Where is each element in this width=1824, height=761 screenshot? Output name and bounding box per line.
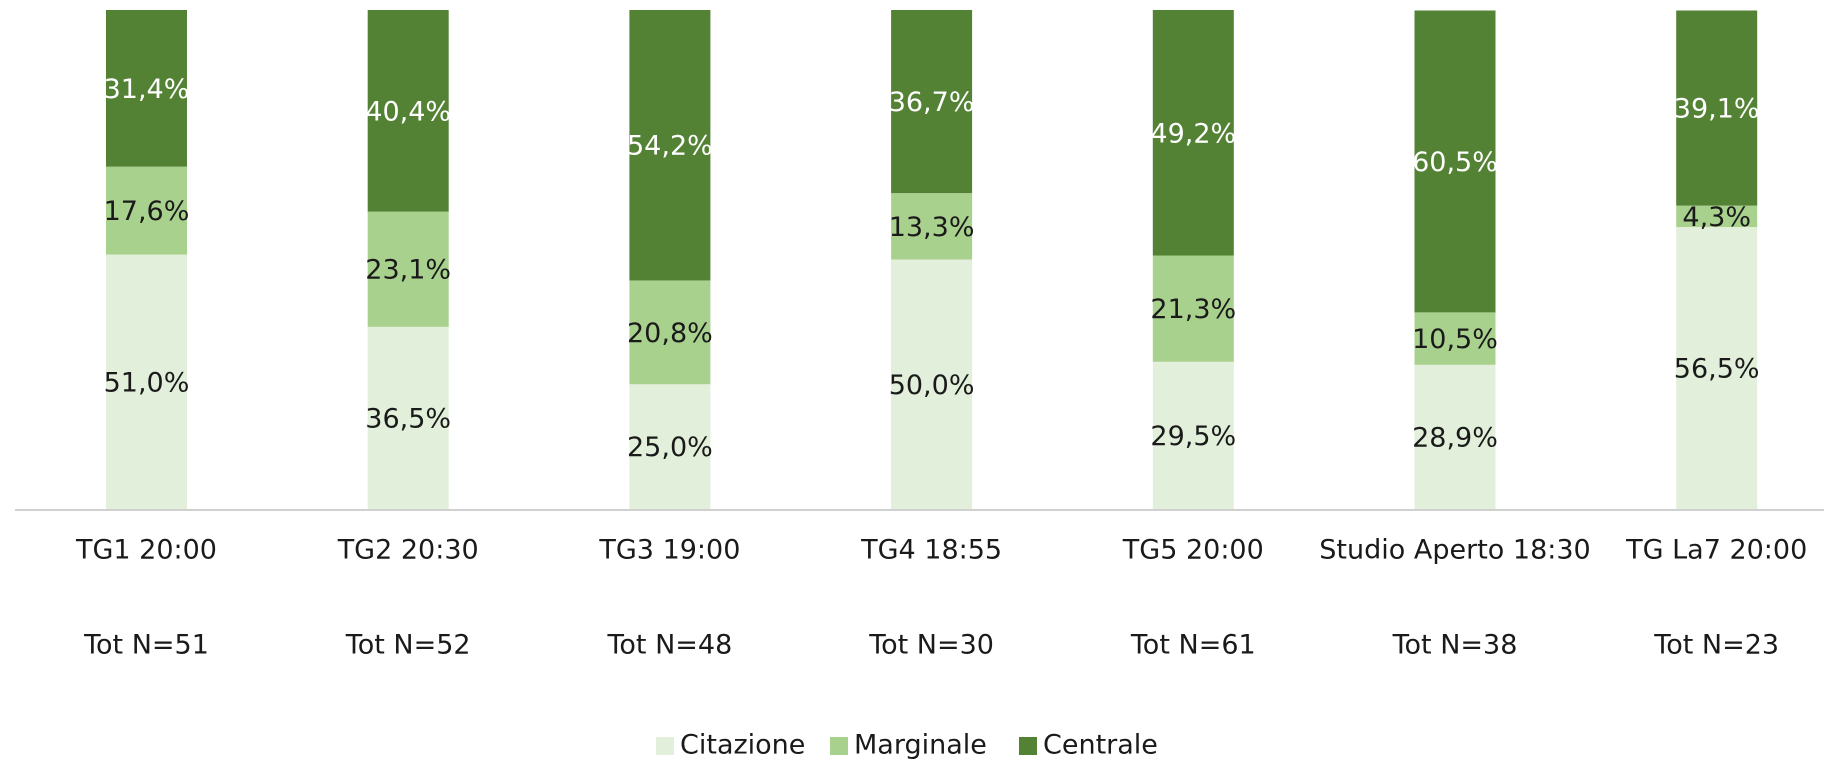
bar-segment <box>629 384 711 509</box>
data-label: 50,0% <box>889 370 975 401</box>
bar-segment <box>629 10 711 281</box>
legend-label: Marginale <box>854 730 987 761</box>
bar-segment <box>1152 361 1234 509</box>
x-tick-label: TG2 20:30 <box>337 535 479 566</box>
data-label: 21,3% <box>1150 294 1236 325</box>
data-label: 56,5% <box>1674 354 1760 385</box>
bar-segment <box>367 211 449 327</box>
bar-segment <box>1152 10 1234 256</box>
data-label: 36,7% <box>889 87 975 118</box>
data-label: 51,0% <box>104 367 190 398</box>
legend-swatch <box>656 737 674 755</box>
data-label: 31,4% <box>104 74 190 105</box>
legend-label: Citazione <box>680 730 805 761</box>
bar-segment <box>1414 312 1496 365</box>
data-label: 4,3% <box>1682 202 1751 233</box>
x-tick-label: Studio Aperto 18:30 <box>1319 535 1590 566</box>
data-label: 10,5% <box>1412 324 1498 355</box>
bar-segment <box>367 326 449 509</box>
x-tick-sublabel: Tot N=30 <box>868 630 994 661</box>
bar-segment <box>891 193 973 260</box>
data-label: 20,8% <box>627 318 713 349</box>
data-label: 29,5% <box>1150 421 1236 452</box>
bar-segment <box>1676 10 1758 206</box>
x-tick-label: TG5 20:00 <box>1122 535 1264 566</box>
legend-swatch <box>830 737 848 755</box>
x-tick-label: TG1 20:00 <box>75 535 217 566</box>
data-label: 28,9% <box>1412 422 1498 453</box>
x-tick-label: TG La7 20:00 <box>1625 535 1807 566</box>
bar-segment <box>1152 255 1234 362</box>
x-tick-sublabel: Tot N=52 <box>345 630 471 661</box>
data-label: 17,6% <box>104 196 190 227</box>
bar-segment <box>1676 205 1758 228</box>
data-label: 54,2% <box>627 131 713 162</box>
data-label: 49,2% <box>1150 118 1236 149</box>
bar-segment <box>629 280 711 385</box>
x-tick-sublabel: Tot N=61 <box>1130 630 1256 661</box>
bar-segment <box>891 259 973 509</box>
data-label: 25,0% <box>627 432 713 463</box>
x-tick-sublabel: Tot N=51 <box>83 630 209 661</box>
data-label: 39,1% <box>1674 94 1760 125</box>
bar-segment <box>106 10 187 167</box>
data-label: 13,3% <box>889 212 975 243</box>
x-tick-sublabel: Tot N=38 <box>1392 630 1518 661</box>
data-label: 40,4% <box>365 96 451 127</box>
bar-segment <box>1414 364 1496 509</box>
legend-swatch <box>1019 737 1037 755</box>
bar-segment <box>891 10 973 194</box>
data-label: 36,5% <box>365 403 451 434</box>
data-label: 60,5% <box>1412 147 1498 178</box>
bar-segment <box>1414 10 1496 313</box>
x-tick-sublabel: Tot N=48 <box>607 630 733 661</box>
bar-segment <box>367 10 449 212</box>
x-tick-label: TG4 18:55 <box>860 535 1002 566</box>
bar-segment <box>106 166 187 255</box>
x-tick-sublabel: Tot N=23 <box>1653 630 1779 661</box>
data-label: 23,1% <box>365 255 451 286</box>
bar-segment <box>106 254 187 509</box>
legend-label: Centrale <box>1043 730 1158 761</box>
bar-segment <box>1676 227 1758 509</box>
x-tick-label: TG3 19:00 <box>598 535 740 566</box>
